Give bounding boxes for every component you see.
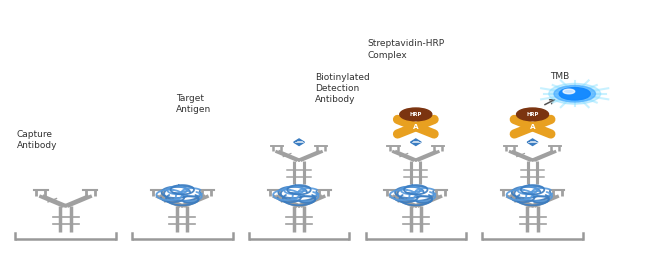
Text: A: A	[530, 124, 536, 130]
Circle shape	[563, 89, 575, 94]
Polygon shape	[411, 139, 421, 145]
Circle shape	[517, 108, 549, 121]
Text: Target
Antigen: Target Antigen	[176, 94, 211, 114]
Circle shape	[400, 108, 432, 121]
Text: HRP: HRP	[410, 112, 422, 117]
Polygon shape	[294, 139, 304, 145]
Circle shape	[559, 88, 590, 100]
Text: Biotinylated
Detection
Antibody: Biotinylated Detection Antibody	[315, 73, 370, 104]
Text: Streptavidin-HRP
Complex: Streptavidin-HRP Complex	[367, 40, 445, 60]
Circle shape	[554, 86, 595, 102]
Text: A: A	[413, 124, 419, 130]
Polygon shape	[527, 139, 538, 145]
Text: Capture
Antibody: Capture Antibody	[17, 130, 57, 150]
Text: TMB: TMB	[550, 72, 569, 81]
Circle shape	[549, 83, 601, 104]
Text: HRP: HRP	[526, 112, 539, 117]
